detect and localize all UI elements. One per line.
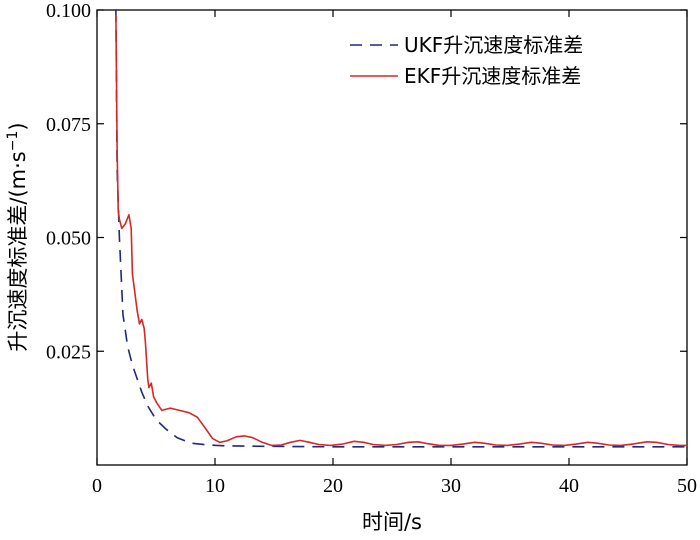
y-axis-title-sup: −1 [5, 131, 21, 152]
y-tick-label: 0.100 [46, 0, 91, 22]
x-tick-label: 50 [677, 475, 697, 497]
x-tick-label: 30 [441, 475, 461, 497]
legend: UKF升沉速度标准差 EKF升沉速度标准差 [350, 33, 583, 88]
y-tick-label: 0.025 [46, 341, 91, 363]
series-line-2 [115, 14, 687, 447]
x-tick-label: 40 [559, 475, 579, 497]
y-axis-title: 升沉速度标准差/(m·s−1) [5, 122, 30, 351]
x-tick-label: 20 [323, 475, 343, 497]
series-layer [115, 9, 687, 448]
x-axis-title: 时间/s [362, 510, 422, 534]
y-axis-title-main: 升沉速度标准差/(m·s [6, 151, 30, 351]
legend-label: EKF升沉速度标准差 [404, 64, 581, 88]
x-axis: 0 10 20 30 40 50 [92, 10, 697, 497]
y-tick-label: 0.050 [46, 228, 91, 250]
y-tick-label: 0.075 [46, 114, 91, 136]
legend-label: UKF升沉速度标准差 [404, 33, 583, 57]
y-axis: 0.025 0.050 0.075 0.100 [46, 0, 687, 363]
plot-frame [96, 9, 688, 466]
y-axis-title-close: ) [6, 122, 30, 130]
x-tick-label: 10 [205, 475, 225, 497]
x-tick-label: 0 [92, 475, 102, 497]
series-line-1 [115, 9, 687, 448]
